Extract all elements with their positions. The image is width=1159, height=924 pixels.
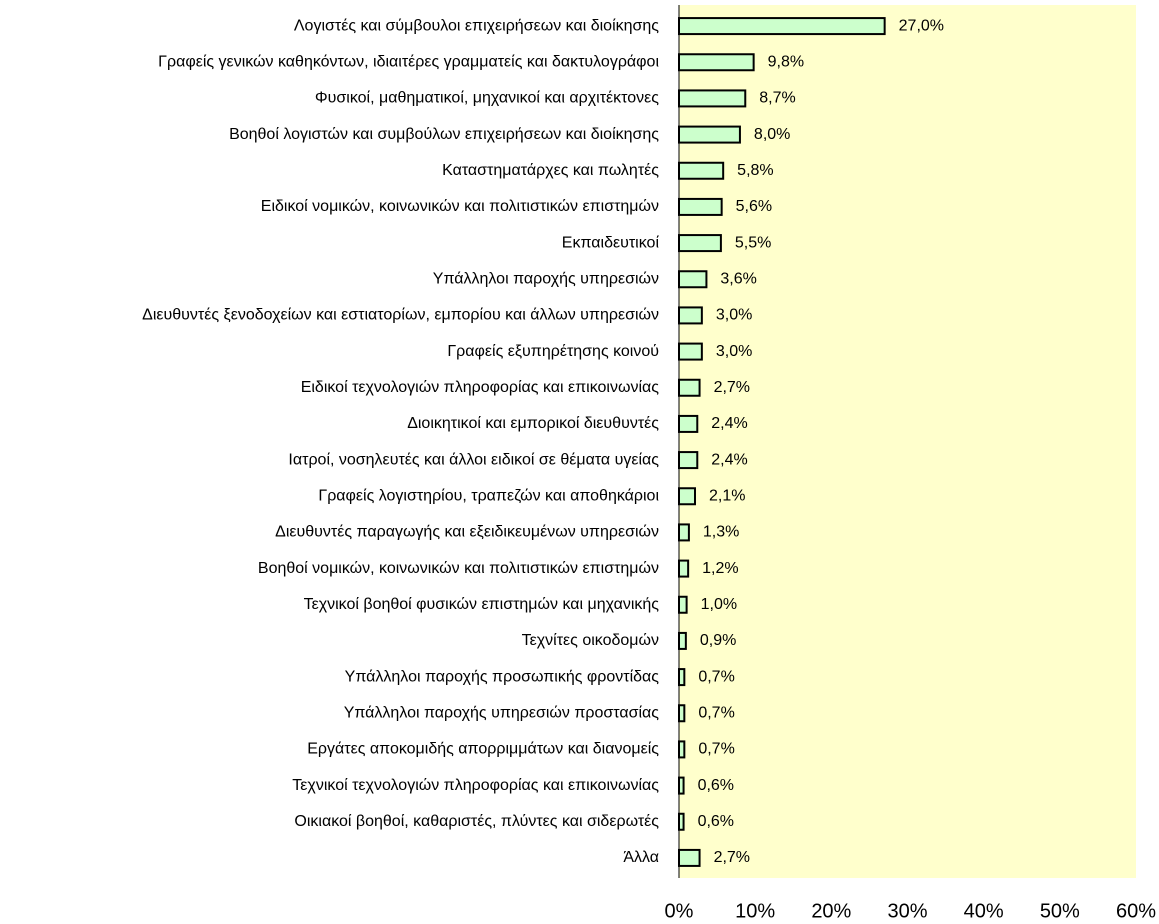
category-label: Βοηθοί λογιστών και συμβούλων επιχειρήσε… <box>229 126 659 143</box>
bar <box>678 668 686 687</box>
bar <box>678 451 699 470</box>
category-label: Άλλα <box>623 849 659 866</box>
category-label: Διοικητικοί και εμπορικοί διευθυντές <box>407 415 659 432</box>
category-label: Υπάλληλοι παροχής προσωπικής φροντίδας <box>345 668 660 685</box>
x-tick-label: 20% <box>811 900 851 922</box>
value-label: 2,4% <box>711 415 747 432</box>
bar <box>678 17 886 36</box>
bar <box>678 523 690 542</box>
x-tick-label: 30% <box>887 900 927 922</box>
bar <box>678 704 686 723</box>
value-label: 0,7% <box>698 741 734 758</box>
value-label: 5,8% <box>737 162 773 179</box>
bar <box>678 414 699 433</box>
value-label: 3,0% <box>716 343 752 360</box>
x-tick-label: 10% <box>735 900 775 922</box>
value-label: 5,5% <box>735 234 771 251</box>
category-label: Υπάλληλοι παροχής υπηρεσιών προστασίας <box>344 704 660 721</box>
bar <box>678 848 701 867</box>
value-label: 2,4% <box>711 451 747 468</box>
category-label: Γραφείς γενικών καθηκόντων, ιδιαιτέρες γ… <box>158 53 659 70</box>
x-tick-label: 60% <box>1116 900 1156 922</box>
value-label: 27,0% <box>899 17 944 34</box>
bar <box>678 740 686 759</box>
bar <box>678 812 685 831</box>
category-label: Οικιακοί βοηθοί, καθαριστές, πλύντες και… <box>294 813 659 830</box>
category-label: Υπάλληλοι παροχής υπηρεσιών <box>433 270 659 287</box>
bar <box>678 378 701 397</box>
bar <box>678 270 708 289</box>
plot-area <box>679 5 1136 878</box>
bar <box>678 53 755 72</box>
category-label: Λογιστές και σύμβουλοι επιχειρήσεων και … <box>294 17 659 34</box>
category-label: Εργάτες αποκομιδής απορριμμάτων και διαν… <box>307 741 659 758</box>
bar <box>678 559 690 578</box>
category-label: Τεχνικοί τεχνολογιών πληροφορίας και επι… <box>292 777 659 794</box>
value-label: 3,0% <box>716 307 752 324</box>
bar <box>678 89 747 108</box>
category-label: Φυσικοί, μαθηματικοί, μηχανικοί και αρχι… <box>315 90 659 107</box>
category-label: Καταστηματάρχες και πωλητές <box>442 162 659 179</box>
bar <box>678 161 725 180</box>
category-label: Τεχνικοί βοηθοί φυσικών επιστημών και μη… <box>304 596 660 613</box>
category-label: Γραφείς εξυπηρέτησης κοινού <box>447 343 659 360</box>
value-label: 1,2% <box>702 560 738 577</box>
value-label: 0,6% <box>698 777 734 794</box>
x-tick-label: 40% <box>964 900 1004 922</box>
category-label: Ειδικοί τεχνολογιών πληροφορίας και επικ… <box>301 379 660 396</box>
value-label: 0,7% <box>698 668 734 685</box>
category-label: Διευθυντές ξενοδοχείων και εστιατορίων, … <box>142 307 659 324</box>
value-label: 2,7% <box>714 379 750 396</box>
bar <box>678 306 703 325</box>
value-label: 5,6% <box>736 198 772 215</box>
bar <box>678 125 741 144</box>
bar <box>678 631 687 650</box>
category-label: Τεχνίτες οικοδομών <box>522 632 659 649</box>
value-label: 1,3% <box>703 524 739 541</box>
value-label: 8,0% <box>754 126 790 143</box>
category-label: Διευθυντές παραγωγής και εξειδικευμένων … <box>275 524 659 541</box>
value-label: 2,7% <box>714 849 750 866</box>
category-label: Βοηθοί νομικών, κοινωνικών και πολιτιστι… <box>258 560 659 577</box>
value-label: 0,7% <box>698 704 734 721</box>
value-label: 8,7% <box>759 90 795 107</box>
category-label: Εκπαιδευτικοί <box>562 234 660 251</box>
bar <box>678 487 696 506</box>
bar <box>678 595 688 614</box>
x-tick-label: 50% <box>1040 900 1080 922</box>
category-label: Ιατροί, νοσηλευτές και άλλοι ειδικοί σε … <box>288 451 659 468</box>
x-tick-label: 0% <box>665 900 694 922</box>
value-label: 1,0% <box>701 596 737 613</box>
value-label: 0,9% <box>700 632 736 649</box>
value-label: 0,6% <box>698 813 734 830</box>
value-label: 3,6% <box>720 270 756 287</box>
bar <box>678 342 703 361</box>
category-label: Γραφείς λογιστηρίου, τραπεζών και αποθηκ… <box>318 487 659 504</box>
value-label: 2,1% <box>709 487 745 504</box>
bar <box>678 197 723 216</box>
category-label: Ειδικοί νομικών, κοινωνικών και πολιτιστ… <box>261 198 659 215</box>
value-label: 9,8% <box>768 53 804 70</box>
bar <box>678 234 722 253</box>
bar <box>678 776 685 795</box>
